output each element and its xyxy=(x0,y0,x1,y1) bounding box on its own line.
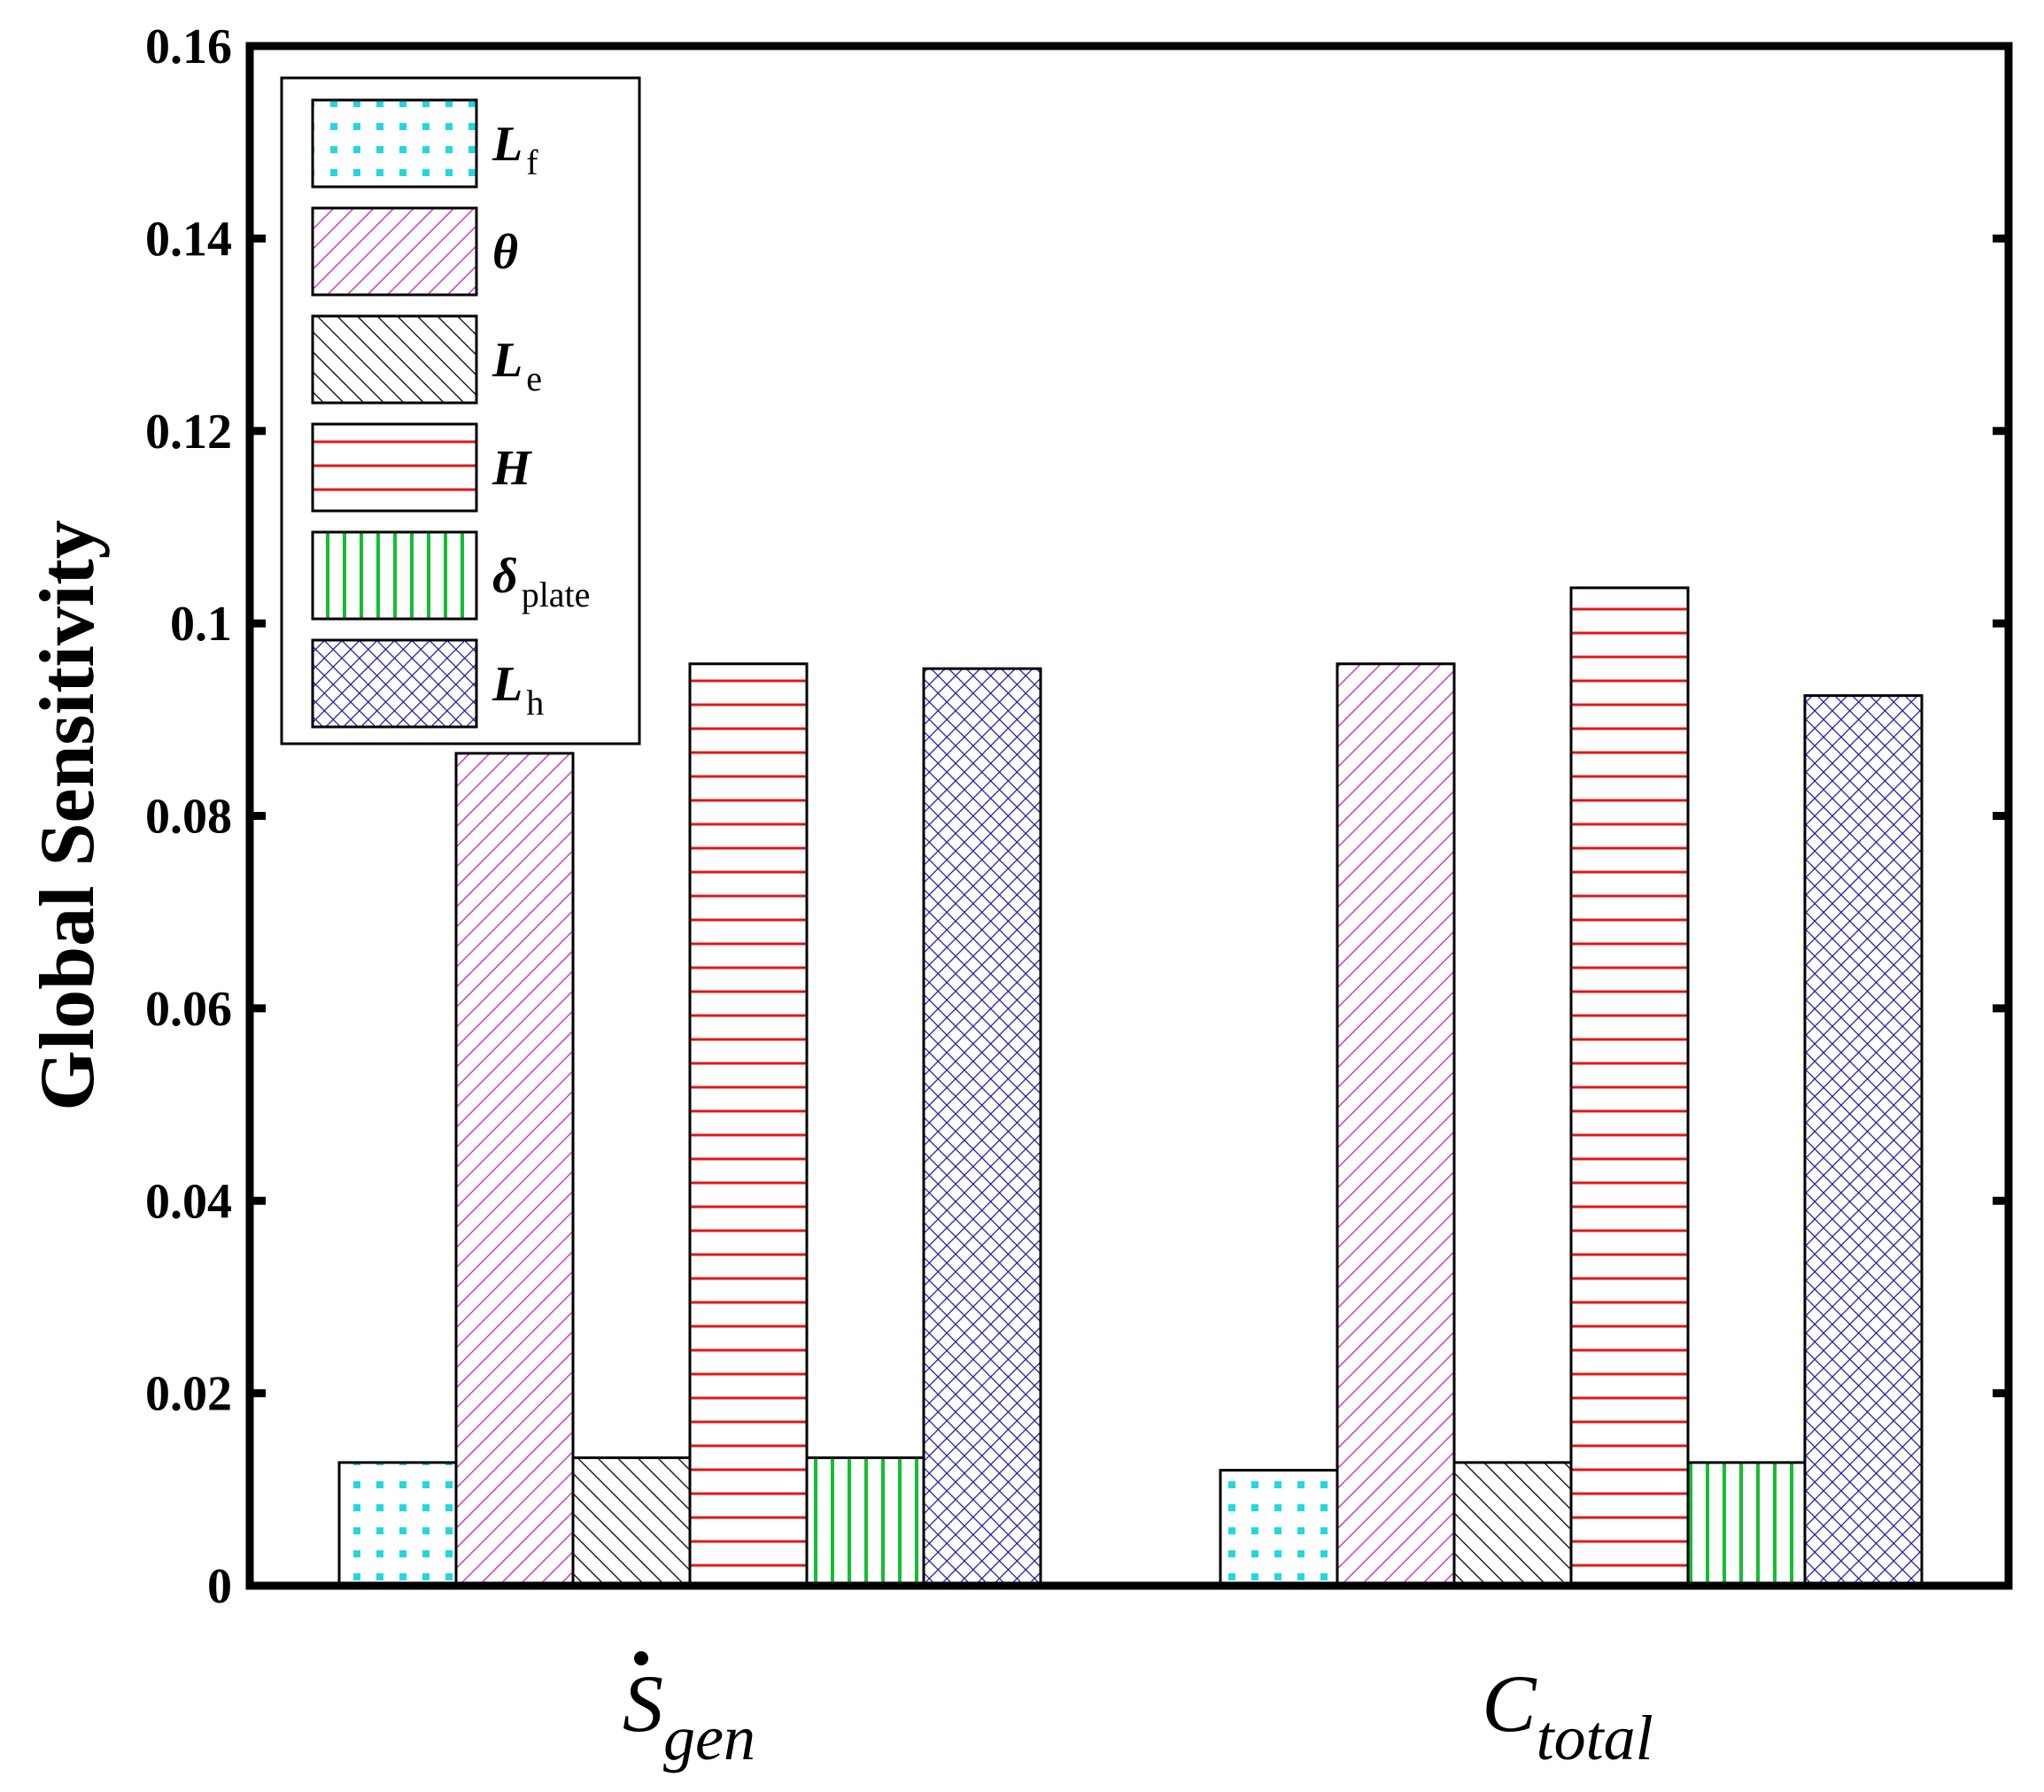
category-main: C xyxy=(1482,1658,1537,1749)
legend-label-H: H xyxy=(492,441,532,496)
dot-accent-icon xyxy=(634,1651,648,1665)
y-tick-label: 0.12 xyxy=(145,405,232,460)
y-tick-label: 0 xyxy=(207,1559,232,1614)
legend-item-delta_plate: δ plate xyxy=(311,530,590,621)
legend-swatch-theta xyxy=(311,206,478,297)
bar-theta-group-2 xyxy=(1336,662,1456,1587)
bar-Le-group-1 xyxy=(571,1456,692,1587)
legend-swatch-H xyxy=(311,422,478,513)
bars-layer xyxy=(337,586,1924,1587)
bar-Lh-group-1 xyxy=(922,667,1042,1587)
bar-H-group-1 xyxy=(688,662,809,1587)
category-label-2: Ctotal xyxy=(1482,1658,1653,1773)
bar-theta-group-1 xyxy=(454,752,575,1587)
y-tick-label: 0.08 xyxy=(145,790,232,845)
y-tick-label: 0.04 xyxy=(145,1174,232,1229)
legend-swatch-Lf xyxy=(311,98,478,189)
category-sub: gen xyxy=(663,1703,755,1773)
svg-text:Ctotal: Ctotal xyxy=(1482,1658,1653,1773)
bar-H-group-2 xyxy=(1569,586,1690,1587)
bar-Le-group-2 xyxy=(1452,1461,1573,1587)
y-tick-label: 0.06 xyxy=(145,982,232,1037)
category-main: S xyxy=(623,1658,663,1749)
bar-Lf-group-2 xyxy=(1219,1469,1339,1587)
category-labels: Sgen Ctotal xyxy=(623,1651,1653,1773)
legend-label-delta_plate: δ plate xyxy=(492,549,590,614)
y-tick-label: 0.1 xyxy=(170,597,232,652)
category-sub: total xyxy=(1537,1703,1653,1773)
y-axis-ticks: 0 0.02 0.04 0.06 0.08 0.1 0.12 0.14 0.16 xyxy=(145,19,2009,1614)
y-tick-label: 0.16 xyxy=(145,19,232,74)
bar-delta_plate-group-2 xyxy=(1686,1461,1807,1587)
bar-delta_plate-group-1 xyxy=(805,1456,925,1587)
legend-item-theta: θ xyxy=(311,206,518,297)
legend-item-H: H xyxy=(311,422,532,513)
svg-text:Sgen: Sgen xyxy=(623,1658,755,1773)
category-label-1: Sgen xyxy=(623,1651,755,1773)
legend-swatch-delta_plate xyxy=(311,530,478,621)
y-tick-label: 0.02 xyxy=(145,1367,232,1422)
legend-swatch-Le xyxy=(311,314,478,405)
y-tick-label: 0.14 xyxy=(145,212,232,266)
legend-label-theta: θ xyxy=(492,225,518,280)
legend-swatch-Lh xyxy=(311,638,478,729)
bar-Lf-group-1 xyxy=(337,1461,458,1587)
bar-Lh-group-2 xyxy=(1803,694,1924,1587)
y-axis-title: Global Sensitivity xyxy=(25,520,111,1110)
legend-box xyxy=(280,76,641,745)
